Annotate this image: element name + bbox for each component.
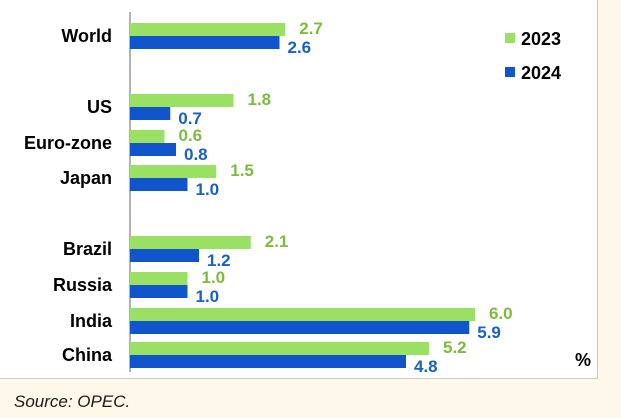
bar-chart: World 2.72.6 US 1.8 0.7 Euro-zone 0.60.8 Japan 1… bbox=[24, 12, 591, 376]
bar-2024-china bbox=[130, 355, 406, 368]
legend-swatch-2023 bbox=[505, 33, 515, 43]
category-label-world: World bbox=[61, 26, 112, 46]
legend-label-2023: 2023 bbox=[521, 29, 561, 49]
value-label-2023-russia: 1.0 bbox=[202, 268, 226, 287]
bar-2023-china bbox=[130, 342, 429, 355]
value-label-2023-us: 1.8 bbox=[248, 90, 272, 109]
bar-2024-euro-zone bbox=[130, 143, 176, 156]
bar-2023-us bbox=[130, 94, 234, 107]
category-label-japan: Japan bbox=[60, 168, 112, 188]
legend-swatch-2024 bbox=[505, 67, 515, 77]
bar-2024-india bbox=[130, 321, 470, 334]
unit-label: % bbox=[575, 350, 591, 370]
bar-2023-brazil bbox=[130, 236, 251, 249]
value-label-2023-china: 5.2 bbox=[443, 338, 467, 357]
value-label-2023-brazil: 2.1 bbox=[265, 232, 289, 251]
bar-2023-india bbox=[130, 308, 475, 321]
source-note: Source: OPEC. bbox=[14, 392, 131, 411]
legend: 2023 2024 bbox=[505, 29, 561, 83]
value-label-2024-china: 4.8 bbox=[414, 357, 438, 376]
value-label-2024-us: 0.7 bbox=[178, 109, 202, 128]
legend-label-2024: 2024 bbox=[521, 63, 561, 83]
bar-2023-russia bbox=[130, 272, 188, 285]
category-label-china: China bbox=[62, 345, 113, 365]
category-label-euro-zone: Euro-zone bbox=[24, 133, 112, 153]
category-label-india: India bbox=[70, 311, 113, 331]
category-label-us: US bbox=[87, 97, 112, 117]
value-label-2024-russia: 1.0 bbox=[196, 287, 220, 306]
value-label-2024-india: 5.9 bbox=[477, 323, 501, 342]
bar-2023-japan bbox=[130, 165, 217, 178]
value-label-2023-japan: 1.5 bbox=[230, 161, 254, 180]
bar-2024-japan bbox=[130, 178, 188, 191]
bar-2023-euro-zone bbox=[130, 130, 165, 143]
bar-2023-world bbox=[130, 23, 286, 36]
bars-layer bbox=[130, 23, 475, 368]
value-label-2024-world: 2.6 bbox=[288, 38, 312, 57]
bar-2024-russia bbox=[130, 285, 188, 298]
category-label-brazil: Brazil bbox=[63, 239, 112, 259]
labels-layer: World 2.72.6 US 1.8 0.7 Euro-zone 0.60.8 Japan 1… bbox=[24, 19, 513, 376]
value-label-2024-japan: 1.0 bbox=[196, 180, 220, 199]
category-label-russia: Russia bbox=[53, 275, 113, 295]
value-label-2024-euro-zone: 0.8 bbox=[184, 145, 208, 164]
bar-2024-brazil bbox=[130, 249, 199, 262]
value-label-2023-india: 6.0 bbox=[489, 304, 513, 323]
chart-area: World 2.7 2.6 US 1.8 0.7 Euro-zone 0.6 0.8 Japan 1… bbox=[0, 0, 598, 379]
value-label-2023-world: 2.7 bbox=[299, 19, 323, 38]
bar-2024-world bbox=[130, 36, 280, 49]
value-label-2024-brazil: 1.2 bbox=[207, 251, 231, 270]
value-label-2023-euro-zone: 0.6 bbox=[179, 126, 203, 145]
bar-2024-us bbox=[130, 107, 171, 120]
